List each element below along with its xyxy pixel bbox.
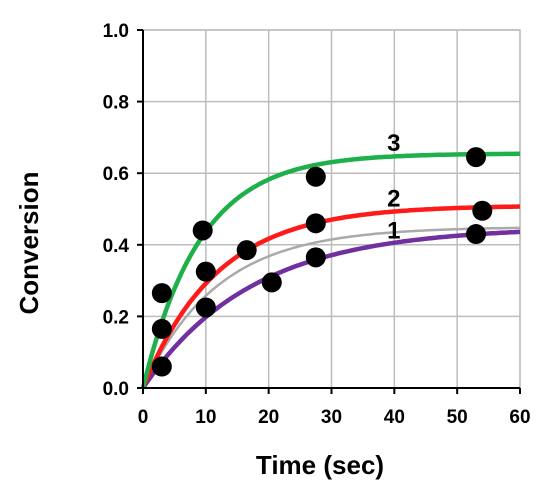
x-tick-label: 0 [138, 407, 149, 428]
series-3-label: 3 [387, 130, 400, 157]
data-points [151, 147, 493, 377]
series-1-point [151, 356, 172, 377]
series-1-point [466, 224, 487, 245]
axes: 0 10 20 30 40 50 60 0.0 0.2 0.4 0.6 0.8 1.0 [103, 21, 531, 428]
y-tick-label: 0.8 [103, 93, 129, 114]
x-tick-label: 30 [321, 407, 342, 428]
series-2-point [195, 261, 216, 282]
series-2-point [151, 318, 172, 339]
series-2-point [236, 240, 257, 261]
x-tick-label: 60 [509, 407, 530, 428]
x-tick-label: 10 [195, 407, 216, 428]
series-1-label: 1 [387, 218, 400, 245]
y-tick-label: 0.4 [103, 236, 130, 257]
guide-curve [141, 226, 520, 389]
series-1-point [261, 272, 282, 293]
x-tick-label: 20 [258, 407, 279, 428]
series-2-label: 2 [387, 186, 400, 213]
y-tick-label: 0.6 [103, 164, 129, 185]
x-tick-label: 50 [447, 407, 468, 428]
series-1-point [305, 247, 326, 268]
y-tick-label: 0.0 [103, 379, 129, 400]
series-2-point [305, 213, 326, 234]
series-3-point [305, 166, 326, 187]
series-3-point [151, 283, 172, 304]
y-axis-title: Conversion [14, 171, 44, 314]
y-tick-label: 1.0 [103, 21, 129, 42]
series-2-point [472, 200, 493, 221]
x-tick-label: 40 [384, 407, 405, 428]
series-1-point [195, 297, 216, 318]
series-3-point [192, 220, 213, 241]
series-2-curve [140, 204, 521, 389]
y-tick-label: 0.2 [103, 307, 129, 328]
x-axis-title: Time (sec) [256, 450, 384, 480]
labels: 1 2 3 [387, 130, 400, 245]
series-3-point [466, 147, 487, 168]
